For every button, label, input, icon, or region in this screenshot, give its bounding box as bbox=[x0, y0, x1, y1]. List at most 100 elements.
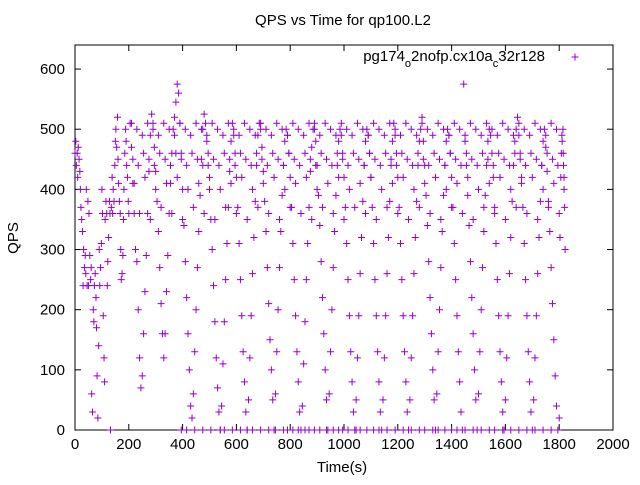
data-point bbox=[368, 203, 376, 211]
data-point bbox=[351, 203, 359, 211]
data-point bbox=[141, 288, 149, 296]
data-point bbox=[466, 119, 474, 127]
data-point bbox=[318, 294, 326, 302]
data-point bbox=[531, 354, 539, 362]
data-point bbox=[547, 426, 555, 434]
data-point bbox=[294, 426, 302, 434]
data-point bbox=[100, 354, 108, 362]
data-point bbox=[192, 306, 200, 314]
data-point bbox=[154, 131, 162, 139]
data-point bbox=[499, 408, 507, 416]
data-point bbox=[242, 155, 250, 163]
data-point bbox=[376, 408, 384, 416]
data-point bbox=[184, 185, 192, 193]
data-point bbox=[398, 276, 406, 284]
data-point bbox=[477, 131, 485, 139]
data-point bbox=[418, 113, 426, 121]
data-point bbox=[558, 137, 566, 145]
data-point bbox=[88, 390, 96, 398]
data-point bbox=[391, 125, 399, 133]
data-point bbox=[343, 240, 351, 248]
data-point bbox=[228, 426, 236, 434]
data-point bbox=[76, 167, 84, 175]
data-point bbox=[253, 149, 261, 157]
data-point bbox=[258, 143, 266, 151]
data-point bbox=[109, 209, 117, 217]
data-point bbox=[101, 378, 109, 386]
data-point bbox=[367, 173, 375, 181]
data-point bbox=[200, 110, 208, 118]
data-point bbox=[553, 402, 561, 410]
data-point bbox=[79, 227, 87, 235]
data-point bbox=[376, 161, 384, 169]
y-tick-label: 600 bbox=[40, 61, 65, 78]
data-point bbox=[284, 131, 292, 139]
data-point bbox=[487, 131, 495, 139]
data-point bbox=[129, 155, 137, 163]
data-point bbox=[483, 119, 491, 127]
data-point bbox=[560, 185, 568, 193]
data-point bbox=[435, 306, 443, 314]
data-point bbox=[259, 179, 267, 187]
data-point bbox=[561, 203, 569, 211]
data-point bbox=[339, 155, 347, 163]
data-point bbox=[251, 197, 259, 205]
data-point bbox=[308, 143, 316, 151]
data-point bbox=[204, 149, 212, 157]
data-point bbox=[435, 155, 443, 163]
data-point bbox=[472, 396, 480, 404]
data-point bbox=[317, 149, 325, 157]
data-point bbox=[396, 240, 404, 248]
data-point bbox=[321, 366, 329, 374]
data-point bbox=[145, 155, 153, 163]
data-point bbox=[196, 191, 204, 199]
data-point bbox=[223, 240, 231, 248]
data-point bbox=[332, 131, 340, 139]
data-point bbox=[520, 240, 528, 248]
data-point bbox=[265, 426, 273, 434]
data-point bbox=[446, 149, 454, 157]
data-point bbox=[399, 312, 407, 320]
data-point bbox=[512, 203, 520, 211]
data-point bbox=[547, 119, 555, 127]
data-point bbox=[108, 173, 116, 181]
y-tick-label: 300 bbox=[40, 242, 65, 259]
x-tick-label: 600 bbox=[224, 436, 249, 453]
data-point bbox=[261, 197, 269, 205]
data-point bbox=[363, 426, 371, 434]
data-point bbox=[356, 270, 364, 278]
data-point bbox=[437, 264, 445, 272]
data-point bbox=[193, 155, 201, 163]
data-point bbox=[93, 324, 101, 332]
data-point bbox=[109, 185, 117, 193]
data-point bbox=[316, 426, 324, 434]
data-point bbox=[359, 197, 367, 205]
data-point bbox=[403, 155, 411, 163]
data-point bbox=[105, 234, 113, 241]
x-tick-label: 1800 bbox=[543, 436, 576, 453]
data-point bbox=[554, 161, 562, 169]
data-point bbox=[364, 131, 372, 139]
data-point bbox=[483, 161, 491, 169]
data-point bbox=[92, 294, 100, 302]
data-point bbox=[468, 155, 476, 163]
data-point bbox=[150, 143, 158, 151]
data-point bbox=[238, 312, 246, 320]
data-point bbox=[318, 203, 326, 211]
x-tick-label: 1600 bbox=[489, 436, 522, 453]
data-point bbox=[501, 396, 509, 404]
data-point bbox=[293, 348, 301, 356]
data-point bbox=[425, 161, 433, 169]
data-point bbox=[177, 155, 185, 163]
data-point bbox=[479, 264, 487, 272]
data-point bbox=[477, 306, 485, 314]
data-point bbox=[372, 215, 380, 223]
data-point bbox=[148, 110, 156, 118]
data-point bbox=[137, 384, 145, 392]
data-point bbox=[304, 240, 312, 248]
data-point bbox=[337, 119, 345, 127]
data-point bbox=[84, 197, 92, 205]
data-point bbox=[520, 125, 528, 133]
data-point bbox=[426, 209, 434, 217]
